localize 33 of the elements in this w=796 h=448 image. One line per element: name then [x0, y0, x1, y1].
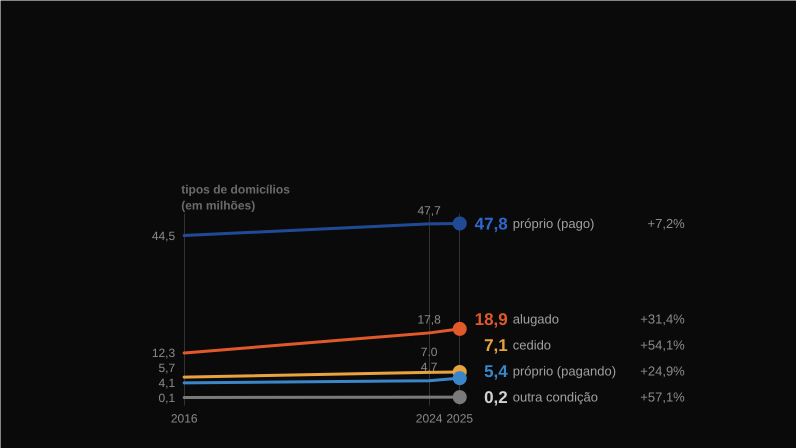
point	[452, 390, 467, 404]
data-label: 17,8	[417, 312, 442, 326]
point	[452, 371, 467, 386]
text: outra condição	[512, 390, 598, 405]
chart-title: tipos de domicílios	[181, 182, 290, 196]
data-label: 0,1	[158, 391, 176, 405]
text: próprio (pagando)	[512, 364, 616, 379]
text: cedido	[512, 338, 552, 353]
data-label: 18,9	[474, 310, 508, 330]
data-label: 5,4	[484, 362, 508, 382]
text: próprio (pago)	[512, 216, 594, 231]
data-label: 12,3	[152, 346, 176, 360]
data-label: 47,8	[474, 214, 508, 234]
point	[452, 216, 467, 230]
x-tick-label: 2024	[416, 412, 443, 426]
data-label: 4,1	[158, 376, 176, 390]
chart-subtitle: (em milhões)	[181, 198, 256, 212]
data-label: 7,1	[484, 336, 508, 356]
annotation: +24,9%	[640, 364, 686, 379]
point	[452, 322, 467, 336]
data-label: 44,5	[152, 229, 176, 244]
text: alugado	[512, 312, 560, 327]
data-label: 0,2	[484, 388, 508, 408]
x-tick-label: 2016	[170, 412, 198, 426]
data-label: 5,7	[158, 361, 176, 375]
data-label: 4,7	[420, 360, 438, 374]
annotation: +54,1%	[640, 338, 686, 353]
annotation: +57,1%	[640, 390, 686, 405]
data-label: 47,7	[417, 203, 442, 218]
annotation: +31,4%	[640, 312, 686, 327]
annotation: +7,2%	[648, 216, 686, 231]
x-tick-label: 2025	[446, 412, 474, 426]
data-label: 7.0	[420, 345, 438, 360]
